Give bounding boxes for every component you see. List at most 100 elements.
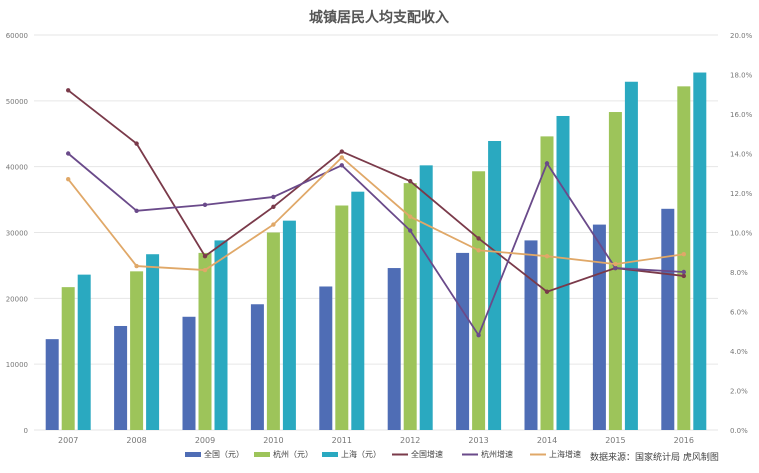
growth-point	[339, 149, 344, 154]
bar-3	[214, 240, 228, 430]
legend-label: 上海（元）	[341, 449, 381, 459]
right-tick-label: 4.0%	[730, 348, 748, 356]
bar-2	[266, 232, 280, 430]
right-tick-label: 16.0%	[730, 111, 753, 119]
growth-point	[613, 261, 618, 267]
growth-point	[202, 254, 208, 259]
bar-2	[335, 205, 349, 430]
growth-line-1	[67, 89, 684, 293]
growth-point	[408, 178, 413, 184]
growth-point	[202, 202, 208, 208]
growth-point	[476, 333, 481, 338]
bar-2	[472, 171, 486, 430]
growth-point	[271, 222, 276, 227]
legend-label: 全国（元）	[204, 449, 244, 459]
bar-3	[693, 72, 707, 431]
legend-label: 全国增速	[411, 449, 443, 459]
bar-2	[61, 287, 75, 430]
bar-2	[130, 271, 144, 430]
legend-label: 杭州增速	[481, 449, 513, 459]
bar-1	[661, 208, 675, 430]
x-axis: 2007 2008 2009 2010 2011 2012 2013 2014 2015 2016	[58, 436, 694, 445]
legend-swatch	[185, 452, 201, 457]
right-tick-label: 2.0%	[730, 388, 748, 396]
x-tick-label: 2015	[605, 436, 625, 445]
growth-line-3	[67, 156, 684, 271]
bar-3	[146, 254, 160, 430]
bar-2	[540, 136, 554, 430]
x-tick-label: 2011	[332, 436, 352, 445]
x-tick-label: 2008	[126, 436, 146, 445]
left-tick-label: 30000	[6, 230, 28, 238]
growth-point	[271, 194, 276, 200]
growth-point	[339, 155, 344, 160]
growth-line-2	[67, 152, 684, 338]
bar-1	[319, 286, 333, 430]
legend-label: 杭州（元）	[273, 449, 313, 459]
right-tick-label: 6.0%	[730, 309, 748, 317]
bar-2	[608, 112, 622, 431]
growth-point	[408, 228, 413, 233]
growth-point	[134, 263, 139, 269]
growth-point	[134, 208, 139, 213]
chart-title: 城镇居民人均支配收入	[309, 9, 449, 26]
left-axis: 0 10000 20000 30000 40000 50000 60000	[6, 32, 28, 435]
right-axis: 0.0% 2.0% 4.0% 6.0% 8.0% 10.0% 12.0% 14.0% 16.0%…	[730, 32, 753, 435]
bar-3	[624, 81, 638, 430]
growth-point	[339, 163, 344, 168]
growth-point	[66, 88, 71, 93]
legend-swatch	[322, 452, 338, 457]
right-tick-label: 18.0%	[730, 72, 753, 80]
left-tick-label: 50000	[6, 98, 28, 106]
bar-3	[419, 165, 433, 430]
right-tick-label: 0.0%	[730, 427, 748, 435]
growth-lines	[66, 88, 686, 338]
growth-point	[66, 176, 71, 182]
growth-point	[476, 236, 481, 241]
growth-point	[681, 273, 686, 279]
growth-point	[66, 151, 71, 156]
bar-1	[182, 316, 196, 430]
bar-1	[456, 252, 470, 430]
x-tick-label: 2014	[537, 436, 557, 445]
bar-1	[592, 224, 606, 430]
bar-1	[250, 304, 264, 430]
left-tick-label: 20000	[6, 295, 28, 303]
growth-point	[271, 204, 276, 210]
left-tick-label: 0	[24, 427, 28, 435]
left-tick-label: 40000	[6, 164, 28, 172]
legend-label: 上海增速	[549, 449, 581, 459]
x-tick-label: 2013	[468, 436, 488, 445]
growth-point	[134, 141, 139, 146]
bar-2	[198, 252, 212, 430]
growth-point	[408, 214, 413, 219]
bar-1	[387, 268, 401, 430]
left-tick-label: 10000	[6, 361, 28, 369]
bar-3	[351, 191, 365, 430]
right-tick-label: 20.0%	[730, 32, 753, 40]
growth-point	[544, 254, 550, 259]
bar-1	[114, 325, 128, 430]
growth-point	[681, 269, 686, 275]
x-tick-label: 2007	[58, 436, 78, 445]
right-tick-label: 12.0%	[730, 190, 753, 198]
right-tick-label: 8.0%	[730, 269, 748, 277]
bar-2	[403, 183, 417, 430]
bar-3	[488, 140, 502, 430]
bar-1	[524, 240, 538, 430]
growth-point	[476, 248, 481, 253]
growth-point	[202, 267, 208, 273]
bar-3	[282, 220, 296, 430]
legend-swatch	[254, 452, 270, 457]
right-tick-label: 14.0%	[730, 151, 753, 159]
growth-point	[613, 265, 618, 271]
bar-2	[677, 86, 691, 430]
left-tick-label: 60000	[6, 32, 28, 40]
bar-3	[556, 115, 570, 430]
x-tick-label: 2009	[195, 436, 215, 445]
bar-1	[45, 339, 59, 430]
x-tick-label: 2016	[674, 436, 694, 445]
x-tick-label: 2010	[263, 436, 283, 445]
bars	[45, 72, 707, 431]
